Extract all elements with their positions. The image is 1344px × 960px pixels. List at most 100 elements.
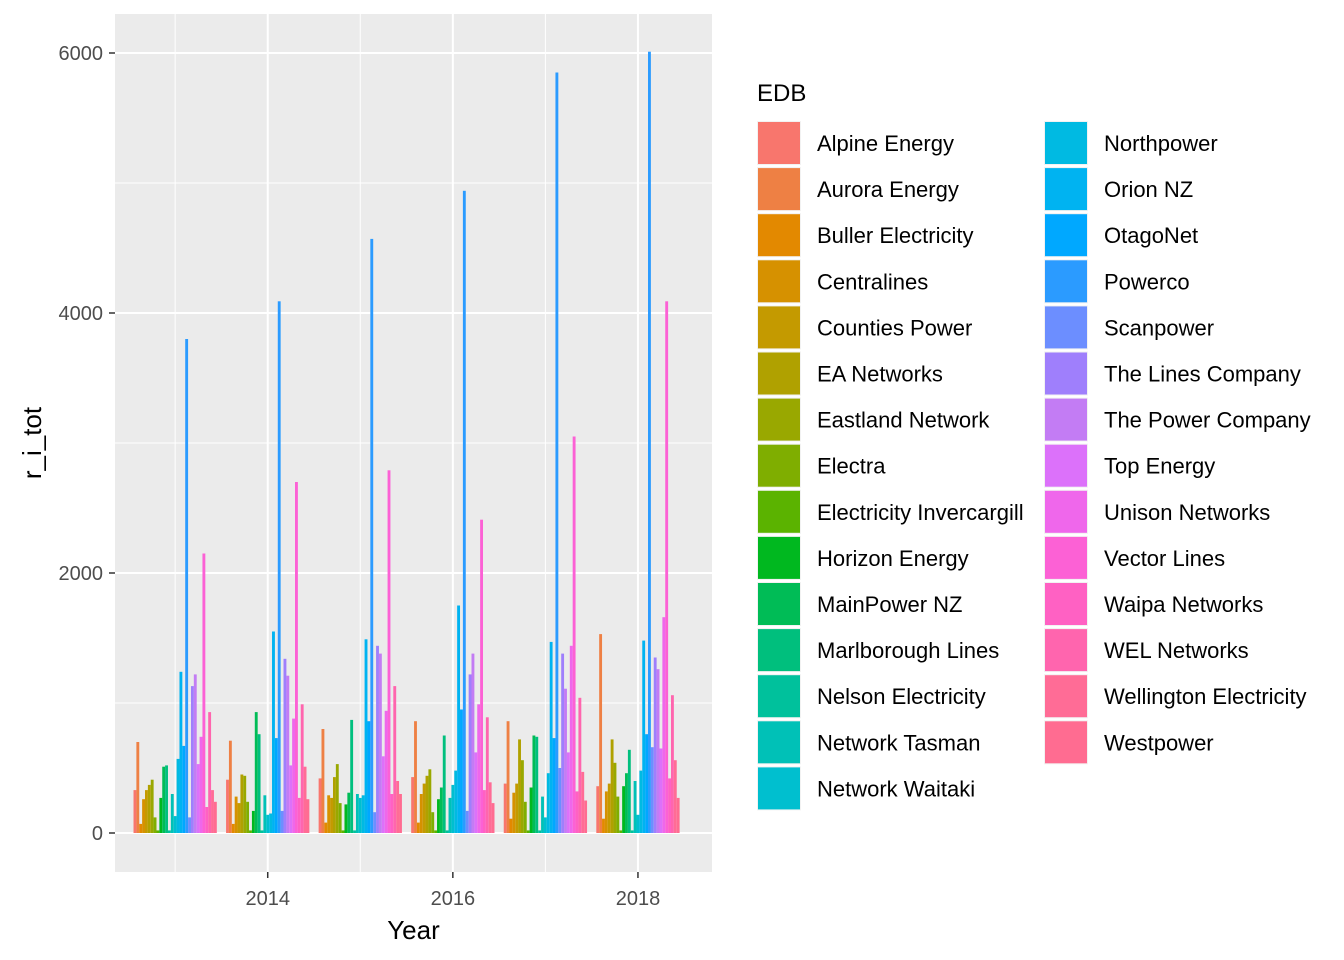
bar	[633, 781, 637, 833]
legend-swatch	[758, 675, 800, 718]
x-tick-label: 2018	[616, 888, 661, 910]
bar	[269, 813, 273, 833]
legend-item: Buller Electricity	[757, 213, 973, 258]
bar	[523, 801, 527, 833]
bar	[425, 775, 429, 833]
bar	[338, 803, 342, 833]
bar	[133, 790, 137, 833]
bar	[142, 799, 146, 833]
bar	[182, 745, 186, 833]
legend-swatch	[1045, 675, 1087, 718]
bars-group	[133, 51, 680, 834]
bar	[462, 190, 466, 834]
bar	[139, 823, 143, 833]
legend-swatch	[1045, 214, 1087, 257]
bar	[353, 830, 356, 833]
bar	[153, 817, 157, 833]
bar	[529, 787, 533, 833]
bar	[367, 721, 371, 833]
bar	[538, 830, 542, 833]
legend-label: The Lines Company	[1104, 362, 1301, 387]
bar	[358, 797, 362, 833]
bar	[578, 697, 582, 833]
bar	[584, 800, 588, 833]
bar	[482, 790, 486, 833]
bar	[639, 770, 643, 833]
bar	[226, 779, 229, 833]
bar	[569, 645, 573, 833]
legend-swatch	[758, 721, 800, 764]
bar	[376, 645, 379, 833]
bar	[384, 710, 388, 833]
bar	[393, 686, 397, 833]
bar	[350, 719, 354, 833]
bar	[549, 641, 553, 833]
bar	[575, 791, 579, 833]
legend-label: Electricity Invercargill	[817, 500, 1024, 525]
bar	[636, 814, 640, 833]
bar	[211, 790, 214, 833]
bar	[179, 671, 183, 833]
bar	[213, 801, 217, 833]
legend-item: Northpower	[1044, 121, 1218, 165]
legend-item: OtagoNet	[1044, 213, 1198, 258]
legend-item: Centralines	[757, 259, 928, 304]
legend-item: Orion NZ	[1044, 167, 1193, 212]
legend-label: Network Tasman	[817, 730, 980, 755]
bar	[555, 72, 559, 833]
y-tick-label: 6000	[59, 43, 104, 65]
bar	[442, 735, 446, 833]
bar	[277, 301, 281, 833]
legend-item: Eastland Network	[757, 397, 990, 442]
x-axis-title: Year	[387, 915, 440, 945]
bar	[607, 783, 611, 833]
legend-swatch	[758, 490, 800, 533]
legend-item: Wellington Electricity	[1044, 674, 1307, 719]
legend-label: OtagoNet	[1104, 223, 1198, 248]
bar	[506, 721, 510, 833]
legend-label: Orion NZ	[1104, 177, 1193, 202]
bar	[327, 795, 331, 833]
bar	[471, 653, 475, 833]
legend-item: Network Waitaki	[757, 766, 975, 811]
legend-swatch	[1045, 306, 1087, 349]
bar	[428, 769, 432, 833]
bar	[202, 553, 206, 833]
bar	[566, 752, 570, 833]
bar	[341, 830, 345, 833]
legend-item: Waipa Networks	[1044, 582, 1263, 626]
bar	[518, 739, 521, 833]
bar	[546, 773, 550, 833]
legend-swatch	[1045, 260, 1087, 303]
bar	[355, 794, 359, 833]
legend-item: Nelson Electricity	[757, 674, 986, 719]
legend-label: Alpine Energy	[817, 131, 954, 156]
bar	[581, 771, 585, 833]
bar	[324, 822, 328, 833]
bar	[251, 810, 255, 833]
bar	[434, 830, 438, 833]
bar	[399, 794, 402, 833]
bar	[240, 774, 244, 833]
bar	[673, 760, 677, 833]
bar	[274, 738, 278, 833]
bar	[662, 617, 666, 833]
bar	[411, 777, 415, 833]
bar	[272, 631, 275, 833]
bar	[564, 688, 567, 833]
legend-swatch	[1045, 444, 1087, 487]
bar	[477, 704, 481, 833]
bar	[237, 803, 241, 833]
bar	[196, 764, 200, 833]
legend-swatch	[1045, 398, 1087, 441]
bar	[457, 605, 461, 833]
legend-swatch	[1045, 168, 1087, 211]
legend-label: The Power Company	[1104, 408, 1311, 433]
bar	[437, 799, 440, 833]
legend-label: Nelson Electricity	[817, 684, 986, 709]
bar	[656, 669, 660, 833]
bar	[254, 712, 258, 833]
bar	[535, 736, 539, 833]
legend-item: EA Networks	[757, 351, 943, 396]
